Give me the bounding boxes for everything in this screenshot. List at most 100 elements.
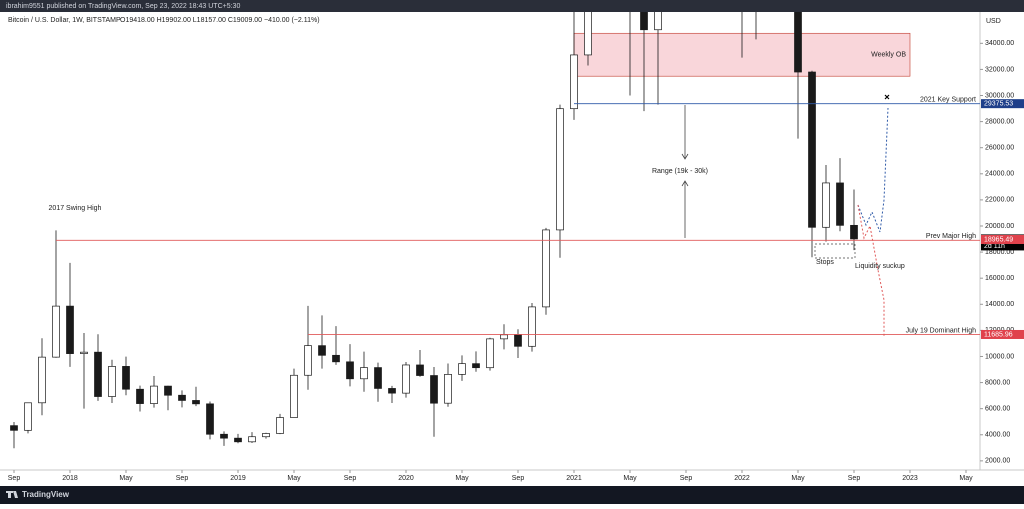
zone-label: Weekly OB bbox=[871, 52, 906, 59]
footer-brand: TradingView bbox=[22, 490, 70, 499]
candle-body bbox=[837, 183, 844, 225]
x-tick-label: Sep bbox=[344, 475, 357, 482]
candle-body bbox=[39, 357, 46, 403]
level-label: 2021 Key Support bbox=[920, 97, 976, 104]
candle-body bbox=[557, 109, 564, 230]
x-tick-label: May bbox=[959, 475, 973, 482]
y-tick-label: 4000.00 bbox=[985, 432, 1010, 439]
y-tick-label: 22000.00 bbox=[985, 197, 1014, 204]
x-tick-label: May bbox=[623, 475, 637, 482]
candle-body bbox=[333, 355, 340, 362]
candle-body bbox=[95, 352, 102, 396]
y-tick-label: 14000.00 bbox=[985, 301, 1014, 308]
annotation: Range (19k - 30k) bbox=[652, 168, 708, 175]
candle-body bbox=[53, 306, 60, 357]
y-tick-label: 32000.00 bbox=[985, 66, 1014, 73]
candle-body bbox=[165, 386, 172, 395]
candle-body bbox=[319, 346, 326, 356]
candle-body bbox=[431, 376, 438, 404]
annotation: Liquidity suckup bbox=[855, 263, 905, 270]
candle-body bbox=[207, 404, 214, 434]
symbol: Bitcoin / U.S. Dollar, 1W, BITSTAMP bbox=[8, 17, 121, 24]
x-tick-label: Sep bbox=[512, 475, 525, 482]
y-tick-label: 8000.00 bbox=[985, 379, 1010, 386]
bear-projection bbox=[858, 205, 884, 336]
candle-body bbox=[571, 55, 578, 109]
unit: USD bbox=[986, 18, 1001, 25]
candle-body bbox=[123, 366, 130, 389]
ohlc: O19418.00 H19902.00 L18157.00 C19009.00 … bbox=[120, 17, 320, 24]
y-tick-label: 2000.00 bbox=[985, 458, 1010, 465]
x-tick-label: 2021 bbox=[566, 475, 582, 482]
candle-body bbox=[11, 426, 18, 431]
y-tick-label: 6000.00 bbox=[985, 406, 1010, 413]
candle-body bbox=[67, 306, 74, 353]
candle-body bbox=[389, 388, 396, 393]
y-tick-label: 28000.00 bbox=[985, 118, 1014, 125]
candle-body bbox=[487, 339, 494, 368]
level-label: July 19 Dominant High bbox=[906, 327, 977, 334]
x-tick-label: May bbox=[455, 475, 469, 482]
y-tick-label: 30000.00 bbox=[985, 92, 1014, 99]
candle-body bbox=[109, 366, 116, 396]
annotation: Stops bbox=[816, 259, 834, 266]
candle-body bbox=[403, 365, 410, 393]
candle-body bbox=[823, 183, 830, 227]
y-tick-label: 10000.00 bbox=[985, 353, 1014, 360]
candle-body bbox=[459, 364, 466, 375]
y-tick-label: 26000.00 bbox=[985, 145, 1014, 152]
x-tick-label: 2020 bbox=[398, 475, 414, 482]
candle-body bbox=[277, 418, 284, 434]
annotation: 2017 Swing High bbox=[49, 205, 102, 212]
candle-body bbox=[809, 72, 816, 227]
candle-body bbox=[249, 437, 256, 442]
x-tick-label: Sep bbox=[8, 475, 21, 482]
x-tick-label: 2018 bbox=[62, 475, 78, 482]
candle-body bbox=[347, 362, 354, 379]
y-tick-label: 20000.00 bbox=[985, 223, 1014, 230]
candle-body bbox=[543, 230, 550, 307]
y-tick-label: 16000.00 bbox=[985, 275, 1014, 282]
candle-body bbox=[375, 368, 382, 389]
candle-body bbox=[529, 307, 536, 346]
candle-body bbox=[851, 225, 858, 239]
x-tick-label: Sep bbox=[176, 475, 189, 482]
x-tick-label: Sep bbox=[680, 475, 693, 482]
candle-body bbox=[221, 434, 228, 438]
candle-body bbox=[137, 389, 144, 403]
candle-body bbox=[235, 438, 242, 442]
level-label: Prev Major High bbox=[926, 233, 976, 240]
x-tick-label: May bbox=[791, 475, 805, 482]
candle-body bbox=[81, 352, 88, 353]
candle-body bbox=[291, 375, 298, 417]
candle-body bbox=[25, 403, 32, 431]
footer-bar bbox=[0, 486, 1024, 504]
candle-body bbox=[473, 364, 480, 368]
y-tick-label: 34000.00 bbox=[985, 40, 1014, 47]
candle-body bbox=[179, 395, 186, 400]
candle-body bbox=[193, 400, 200, 403]
candle-body bbox=[417, 365, 424, 376]
price-tag-label: 11685.96 bbox=[984, 331, 1013, 338]
x-tick-label: 2023 bbox=[902, 475, 918, 482]
x-tick-label: Sep bbox=[848, 475, 861, 482]
x-tick-label: 2022 bbox=[734, 475, 750, 482]
bull-projection bbox=[858, 108, 888, 232]
x-tick-label: 2019 bbox=[230, 475, 246, 482]
candle-body bbox=[263, 433, 270, 436]
candle-body bbox=[361, 368, 368, 379]
y-tick-label: 24000.00 bbox=[985, 171, 1014, 178]
candle-body bbox=[151, 386, 158, 403]
candle-body bbox=[305, 346, 312, 376]
x-tick-label: May bbox=[287, 475, 301, 482]
publish-info: ibrahim9551 published on TradingView.com… bbox=[6, 3, 240, 10]
candle-body bbox=[445, 374, 452, 403]
price-tag-label: 29375.53 bbox=[984, 101, 1013, 108]
candle-body bbox=[515, 335, 522, 346]
candle-body bbox=[501, 335, 508, 339]
price-tag-label: 18965.49 bbox=[984, 236, 1013, 243]
stops-box bbox=[815, 244, 855, 258]
x-tick-label: May bbox=[119, 475, 133, 482]
